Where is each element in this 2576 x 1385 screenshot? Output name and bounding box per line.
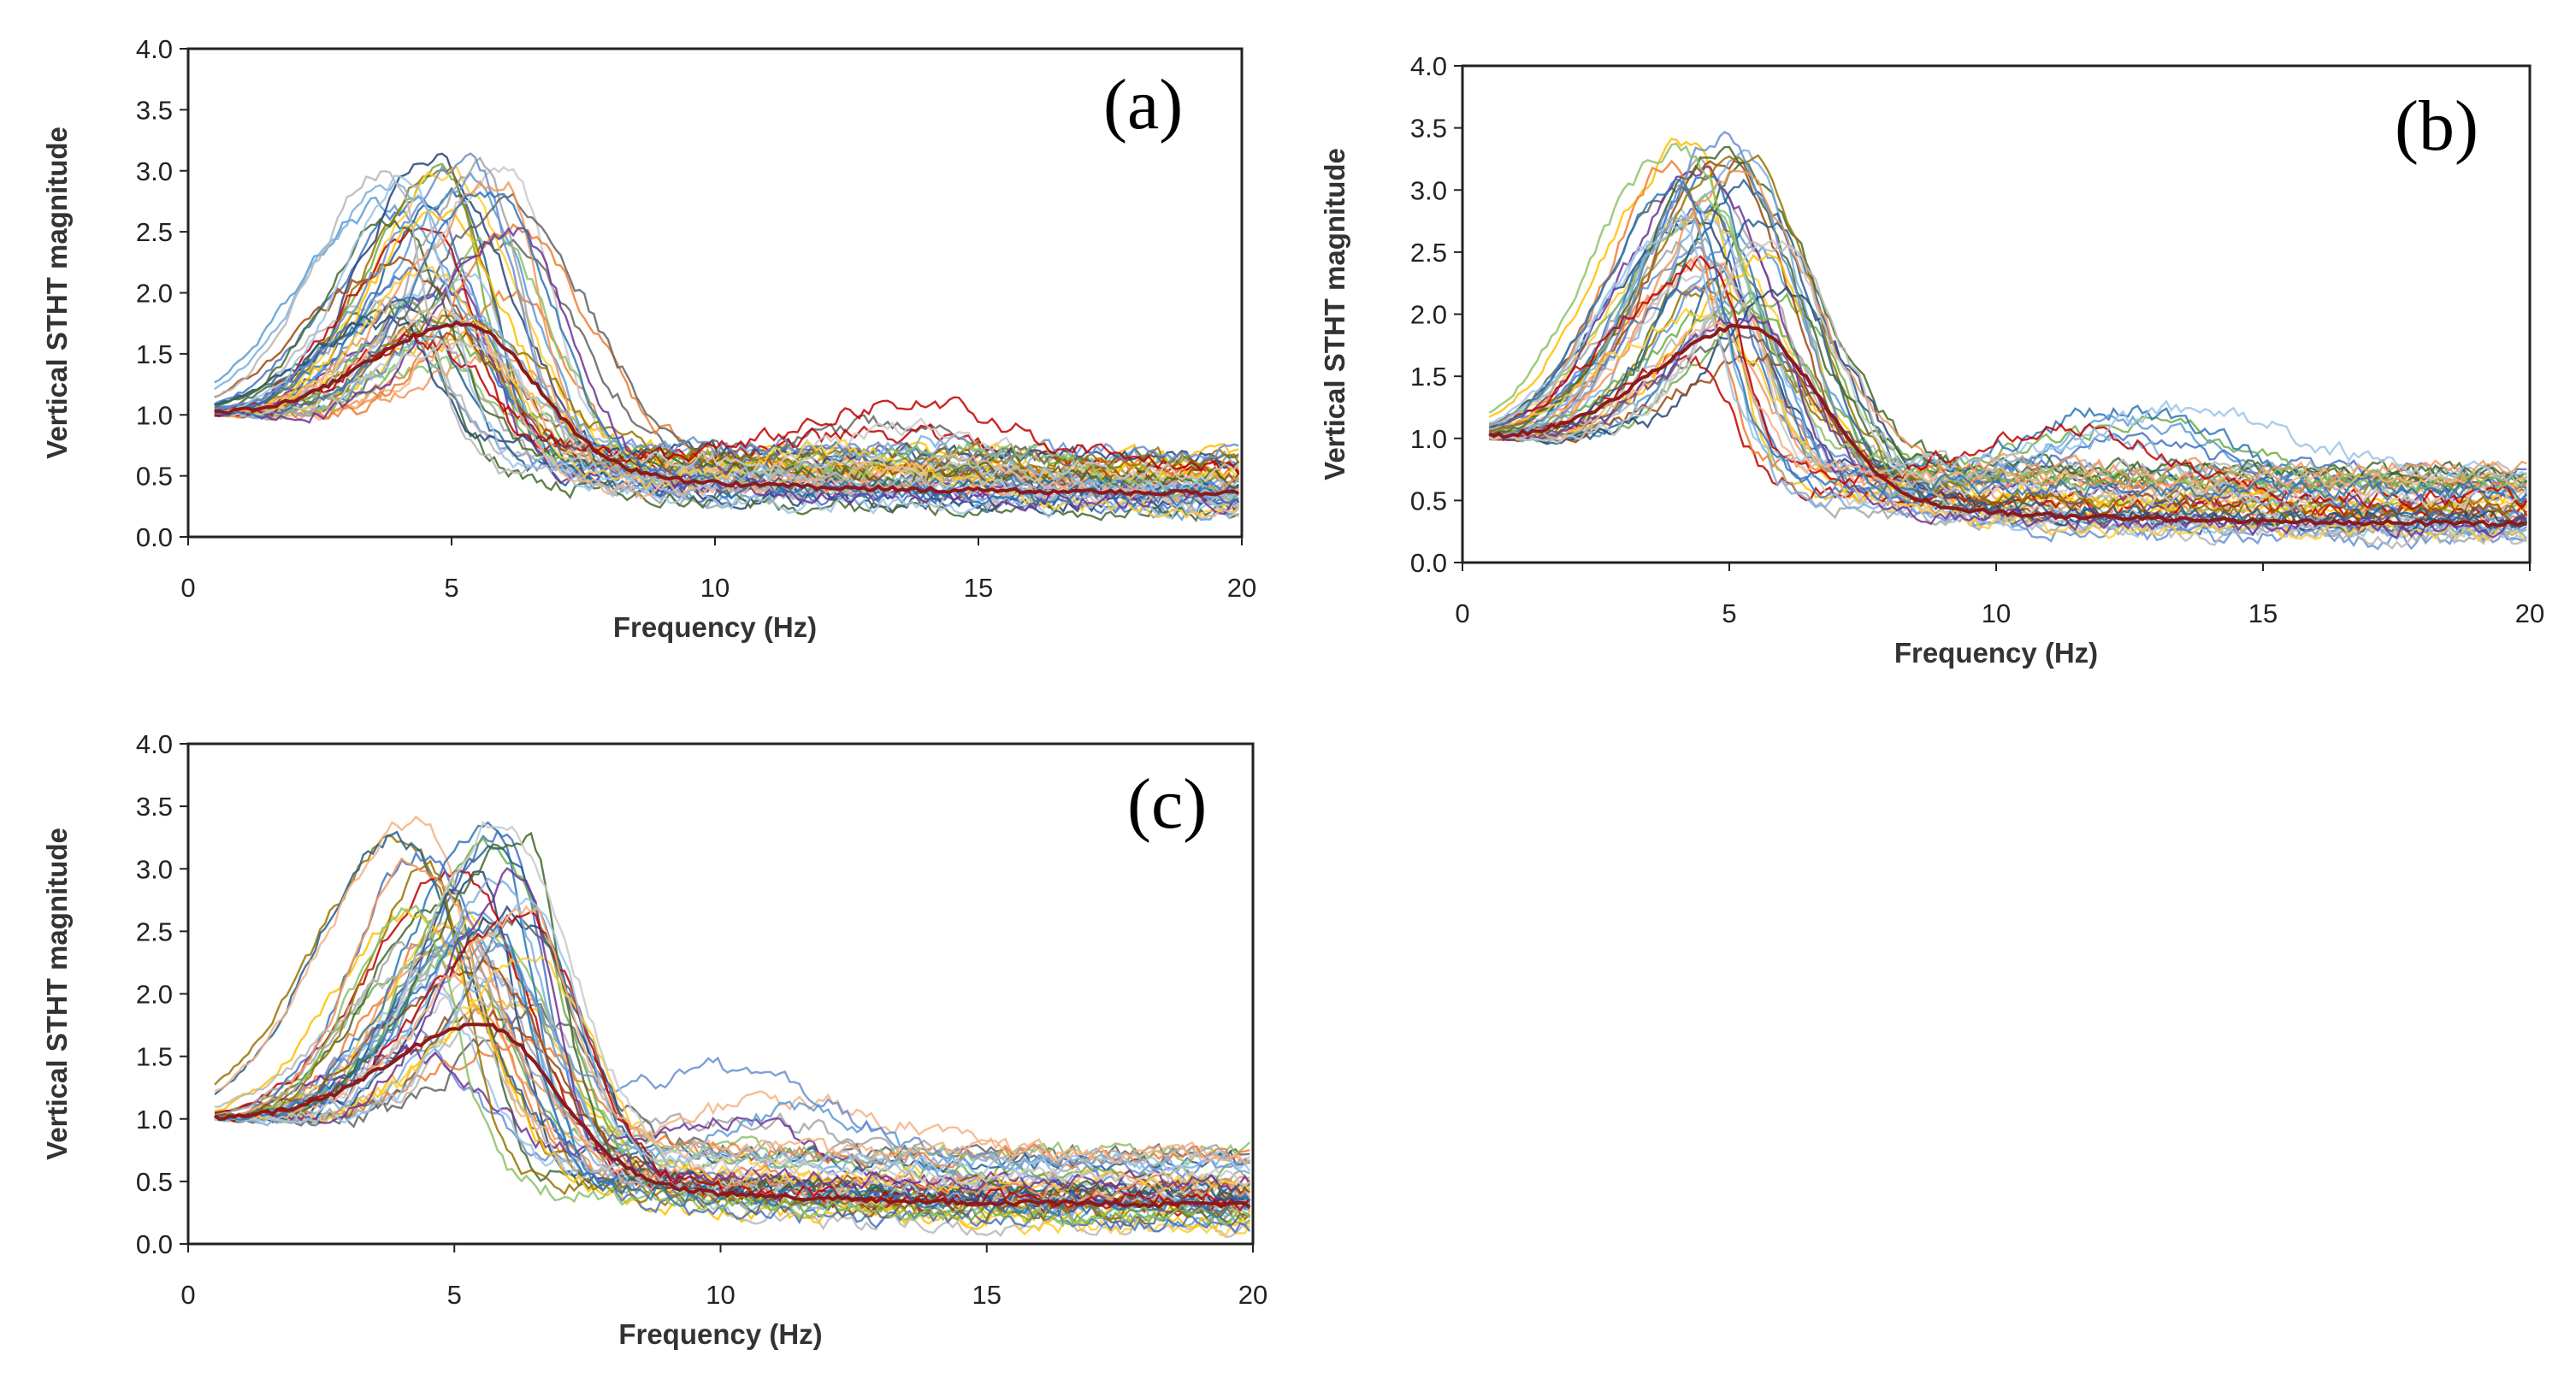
x-tick-label: 20: [1227, 573, 1256, 603]
series-group: [1488, 131, 2528, 551]
y-tick-label: 0.0: [136, 1229, 173, 1259]
x-tick-label: 0: [1455, 598, 1469, 628]
response-series-41: [214, 876, 1250, 1175]
y-tick-label: 0.5: [1410, 486, 1447, 516]
series-group: [214, 152, 1240, 522]
y-tick-label: 2.5: [136, 916, 173, 946]
response-series-32: [1489, 352, 2528, 523]
panel-label: (a): [1103, 65, 1183, 144]
y-tick-label: 0.5: [136, 1167, 173, 1197]
response-series-47: [214, 339, 1240, 483]
chart-a-svg: 0.0 0.5 1.0 1.5 2.0 2.5 3.0 3.5 4.0 0 5 10 15 20 Frequ…: [41, 34, 1256, 643]
y-tick-label: 4.0: [136, 729, 173, 759]
y-tick-label: 3.5: [1410, 114, 1447, 144]
x-tick-label: 0: [180, 573, 195, 603]
response-series-45: [214, 174, 1239, 499]
y-tick-label: 1.0: [1410, 424, 1447, 454]
x-tick-label: 0: [180, 1280, 195, 1310]
y-tick-label: 1.0: [136, 1105, 173, 1135]
chart-c-svg: 0.0 0.5 1.0 1.5 2.0 2.5 3.0 3.5 4.0 0 5 10 15 20 Frequ…: [41, 729, 1267, 1350]
x-tick-label: 20: [2515, 598, 2544, 628]
response-series-42: [214, 904, 1251, 1228]
response-series-40: [1489, 307, 2527, 543]
response-series-22: [214, 815, 1250, 1164]
y-tick-label: 2.0: [136, 279, 173, 309]
y-tick-label: 3.5: [136, 792, 173, 822]
panel-label: (c): [1127, 764, 1207, 844]
x-tick-label: 15: [972, 1280, 1001, 1310]
y-tick-label: 3.0: [136, 854, 173, 884]
response-series-39: [1489, 240, 2528, 551]
mean-curve: [213, 1023, 1251, 1209]
x-axis-label: Frequency (Hz): [618, 1318, 822, 1350]
x-tick-label: 10: [706, 1280, 735, 1310]
response-series-46: [214, 905, 1251, 1165]
x-tick-label: 5: [1722, 598, 1736, 628]
y-tick-label: 1.0: [136, 400, 173, 430]
response-series-45: [1489, 221, 2527, 483]
response-series-18: [214, 927, 1251, 1166]
x-tick-label: 15: [2248, 598, 2278, 628]
response-series-35: [214, 298, 1239, 501]
response-series-43: [1489, 314, 2527, 539]
x-tick-label: 10: [700, 573, 730, 603]
y-tick-label: 2.0: [136, 980, 173, 1010]
response-series-44: [214, 333, 1240, 475]
x-tick-label: 15: [964, 573, 993, 603]
response-series-40: [215, 954, 1251, 1193]
response-series-42: [1488, 142, 2528, 492]
y-tick-label: 0.0: [136, 522, 173, 552]
response-series-46: [1488, 321, 2527, 492]
y-tick-label: 0.5: [136, 462, 173, 492]
response-series-33: [214, 192, 1239, 470]
response-series-44: [1488, 255, 2528, 511]
response-series-48: [214, 191, 1239, 508]
y-axis-label: Vertical STHT magnitude: [1319, 148, 1350, 480]
response-series-48: [1489, 178, 2528, 504]
x-tick-label: 10: [1982, 598, 2011, 628]
chart-panel-a: 0.0 0.5 1.0 1.5 2.0 2.5 3.0 3.5 4.0 0 5 10 15 20 Frequ…: [0, 17, 1266, 667]
y-tick-label: 2.5: [1410, 238, 1447, 268]
response-series-35: [1488, 178, 2528, 531]
chart-b-svg: 0.0 0.5 1.0 1.5 2.0 2.5 3.0 3.5 4.0 0 5 10 15 20 Frequ…: [1319, 51, 2544, 669]
response-series-37: [214, 927, 1251, 1179]
chart-panel-b: 0.0 0.5 1.0 1.5 2.0 2.5 3.0 3.5 4.0 0 5 10 15 20 Frequ…: [1283, 34, 2566, 684]
response-series-26: [214, 1036, 1250, 1170]
y-tick-label: 1.5: [1410, 362, 1447, 392]
x-tick-label: 5: [444, 573, 458, 603]
response-series-24: [1488, 174, 2528, 504]
series-group: [213, 815, 1251, 1239]
x-tick-label: 20: [1238, 1280, 1267, 1310]
y-tick-label: 4.0: [136, 34, 173, 64]
y-tick-label: 0.0: [1410, 548, 1447, 578]
y-tick-label: 1.5: [136, 1042, 173, 1072]
y-tick-label: 2.5: [136, 217, 173, 247]
y-axis-label: Vertical STHT magnitude: [41, 127, 73, 459]
response-series-34: [214, 314, 1240, 471]
y-tick-label: 3.0: [136, 156, 173, 186]
y-tick-label: 4.0: [1410, 51, 1447, 81]
y-tick-label: 2.0: [1410, 300, 1447, 330]
x-axis-label: Frequency (Hz): [613, 611, 817, 643]
mean-curve: [1488, 323, 2527, 528]
response-series-21: [1489, 206, 2527, 543]
response-series-34: [1488, 154, 2528, 519]
response-series-29: [214, 267, 1239, 498]
response-series-47: [214, 820, 1250, 1187]
y-tick-label: 3.5: [136, 95, 173, 125]
response-series-38: [1489, 169, 2527, 483]
response-series-5: [214, 828, 1250, 1205]
y-axis-label: Vertical STHT magnitude: [41, 828, 73, 1160]
y-tick-label: 3.0: [1410, 175, 1447, 205]
x-tick-label: 5: [447, 1280, 462, 1310]
chart-panel-c: 0.0 0.5 1.0 1.5 2.0 2.5 3.0 3.5 4.0 0 5 10 15 20 Frequ…: [0, 701, 1283, 1368]
response-series-17: [214, 180, 1239, 473]
panel-label: (b): [2395, 86, 2479, 166]
response-series-48: [214, 923, 1251, 1218]
response-series-6: [214, 946, 1250, 1182]
x-axis-label: Frequency (Hz): [1894, 637, 2098, 669]
y-tick-label: 1.5: [136, 339, 173, 369]
response-series-37: [214, 152, 1239, 465]
mean-curve: [214, 320, 1240, 498]
